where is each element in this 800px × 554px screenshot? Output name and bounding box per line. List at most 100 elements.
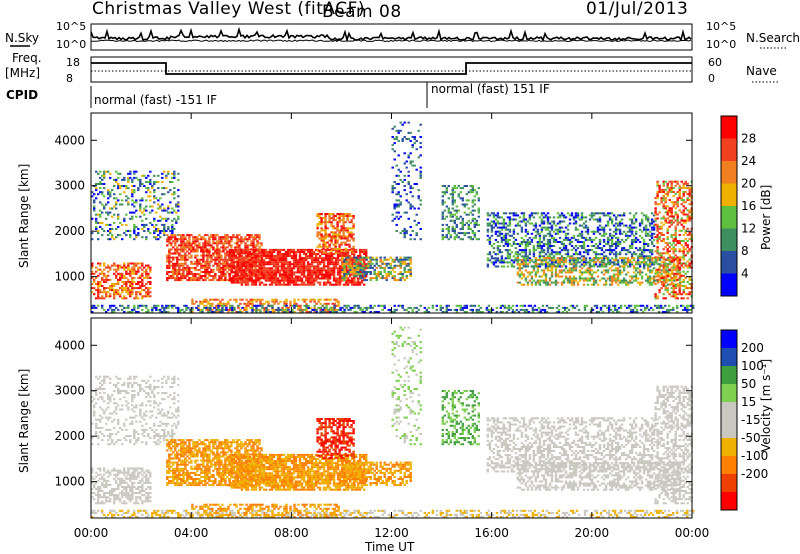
power-cell bbox=[505, 306, 509, 309]
power-cell bbox=[266, 251, 270, 253]
power-cell bbox=[616, 236, 620, 239]
power-cell bbox=[477, 238, 480, 241]
power-cell bbox=[141, 264, 144, 267]
power-cell bbox=[302, 269, 306, 272]
power-cell bbox=[314, 275, 318, 278]
power-cell bbox=[312, 267, 316, 270]
power-cell bbox=[256, 253, 260, 255]
power-cell bbox=[316, 253, 320, 255]
power-cell bbox=[294, 275, 298, 278]
power-cell bbox=[570, 214, 574, 217]
power-cell bbox=[473, 226, 476, 228]
power-cell bbox=[292, 248, 296, 251]
power-cell bbox=[528, 257, 532, 260]
power-cell bbox=[308, 283, 312, 286]
power-cell bbox=[137, 266, 140, 269]
power-cell bbox=[236, 267, 240, 270]
power-cell bbox=[540, 226, 544, 229]
power-cell bbox=[218, 238, 221, 241]
power-cell bbox=[628, 218, 632, 221]
power-cell bbox=[121, 287, 124, 290]
power-cell bbox=[338, 279, 342, 282]
power-cell bbox=[278, 253, 282, 255]
power-cell bbox=[129, 285, 132, 287]
power-cell bbox=[353, 264, 356, 267]
power-cell bbox=[624, 234, 628, 237]
power-cell bbox=[198, 273, 201, 275]
power-cell bbox=[395, 199, 398, 202]
power-cell bbox=[202, 266, 205, 269]
power-cell bbox=[572, 234, 576, 237]
power-cell bbox=[610, 251, 614, 254]
power-cell bbox=[477, 308, 480, 311]
power-cell bbox=[316, 271, 320, 274]
power-cell bbox=[109, 304, 112, 307]
power-cell bbox=[232, 258, 235, 261]
power-cell bbox=[188, 242, 191, 245]
power-cell bbox=[176, 268, 179, 271]
power-cell bbox=[252, 279, 256, 282]
power-cell bbox=[246, 244, 249, 247]
power-cell bbox=[586, 228, 590, 231]
power-cell bbox=[318, 233, 321, 236]
power-cell bbox=[361, 262, 364, 265]
power-cell bbox=[180, 264, 183, 267]
power-cell bbox=[594, 247, 598, 250]
power-cell bbox=[564, 216, 568, 219]
power-cell bbox=[141, 308, 144, 311]
power-cell bbox=[224, 254, 227, 257]
power-cell bbox=[260, 271, 264, 274]
power-cell bbox=[101, 272, 104, 275]
power-cell bbox=[117, 281, 120, 283]
power-cell bbox=[330, 225, 333, 228]
power-cell bbox=[349, 271, 352, 273]
power-cell bbox=[145, 264, 148, 267]
power-cell bbox=[248, 273, 252, 276]
power-cell bbox=[566, 228, 570, 231]
power-cell bbox=[196, 268, 199, 271]
power-cell bbox=[176, 238, 179, 241]
power-cell bbox=[600, 249, 604, 252]
power-cell bbox=[352, 227, 355, 230]
power-cell bbox=[291, 311, 294, 313]
power-cell bbox=[463, 203, 466, 206]
power-cell bbox=[576, 253, 580, 256]
power-cell bbox=[518, 220, 522, 223]
power-cell bbox=[568, 214, 572, 217]
power-cell bbox=[405, 277, 408, 280]
power-cell bbox=[97, 262, 100, 265]
power-cell bbox=[606, 238, 610, 241]
power-cell bbox=[465, 203, 468, 206]
power-cell bbox=[405, 275, 408, 277]
power-cell bbox=[139, 181, 142, 183]
power-cell bbox=[403, 228, 406, 230]
power-cell bbox=[255, 304, 258, 307]
power-cell bbox=[133, 281, 136, 283]
power-cell bbox=[676, 304, 679, 307]
power-cell bbox=[190, 262, 193, 265]
power-cell bbox=[109, 232, 112, 235]
power-cell bbox=[504, 222, 508, 225]
power-cell bbox=[274, 261, 278, 264]
power-cell bbox=[377, 271, 380, 273]
power-cell bbox=[224, 242, 227, 245]
power-cell bbox=[409, 273, 412, 275]
power-cell bbox=[125, 234, 128, 237]
power-cell bbox=[316, 249, 319, 252]
power-cell bbox=[298, 259, 302, 262]
power-cell bbox=[208, 279, 211, 282]
power-cell bbox=[578, 241, 582, 243]
power-cell bbox=[465, 311, 468, 313]
power-cell bbox=[562, 263, 566, 266]
power-cell bbox=[312, 283, 316, 286]
power-cell bbox=[546, 245, 550, 247]
power-cell bbox=[141, 289, 144, 292]
power-cell bbox=[113, 238, 116, 241]
power-cell bbox=[314, 253, 318, 255]
power-cell bbox=[186, 240, 189, 243]
power-cell bbox=[465, 304, 468, 307]
power-cell bbox=[135, 287, 138, 290]
power-cell bbox=[250, 281, 254, 284]
power-cell bbox=[545, 304, 549, 307]
power-cell bbox=[399, 279, 402, 282]
